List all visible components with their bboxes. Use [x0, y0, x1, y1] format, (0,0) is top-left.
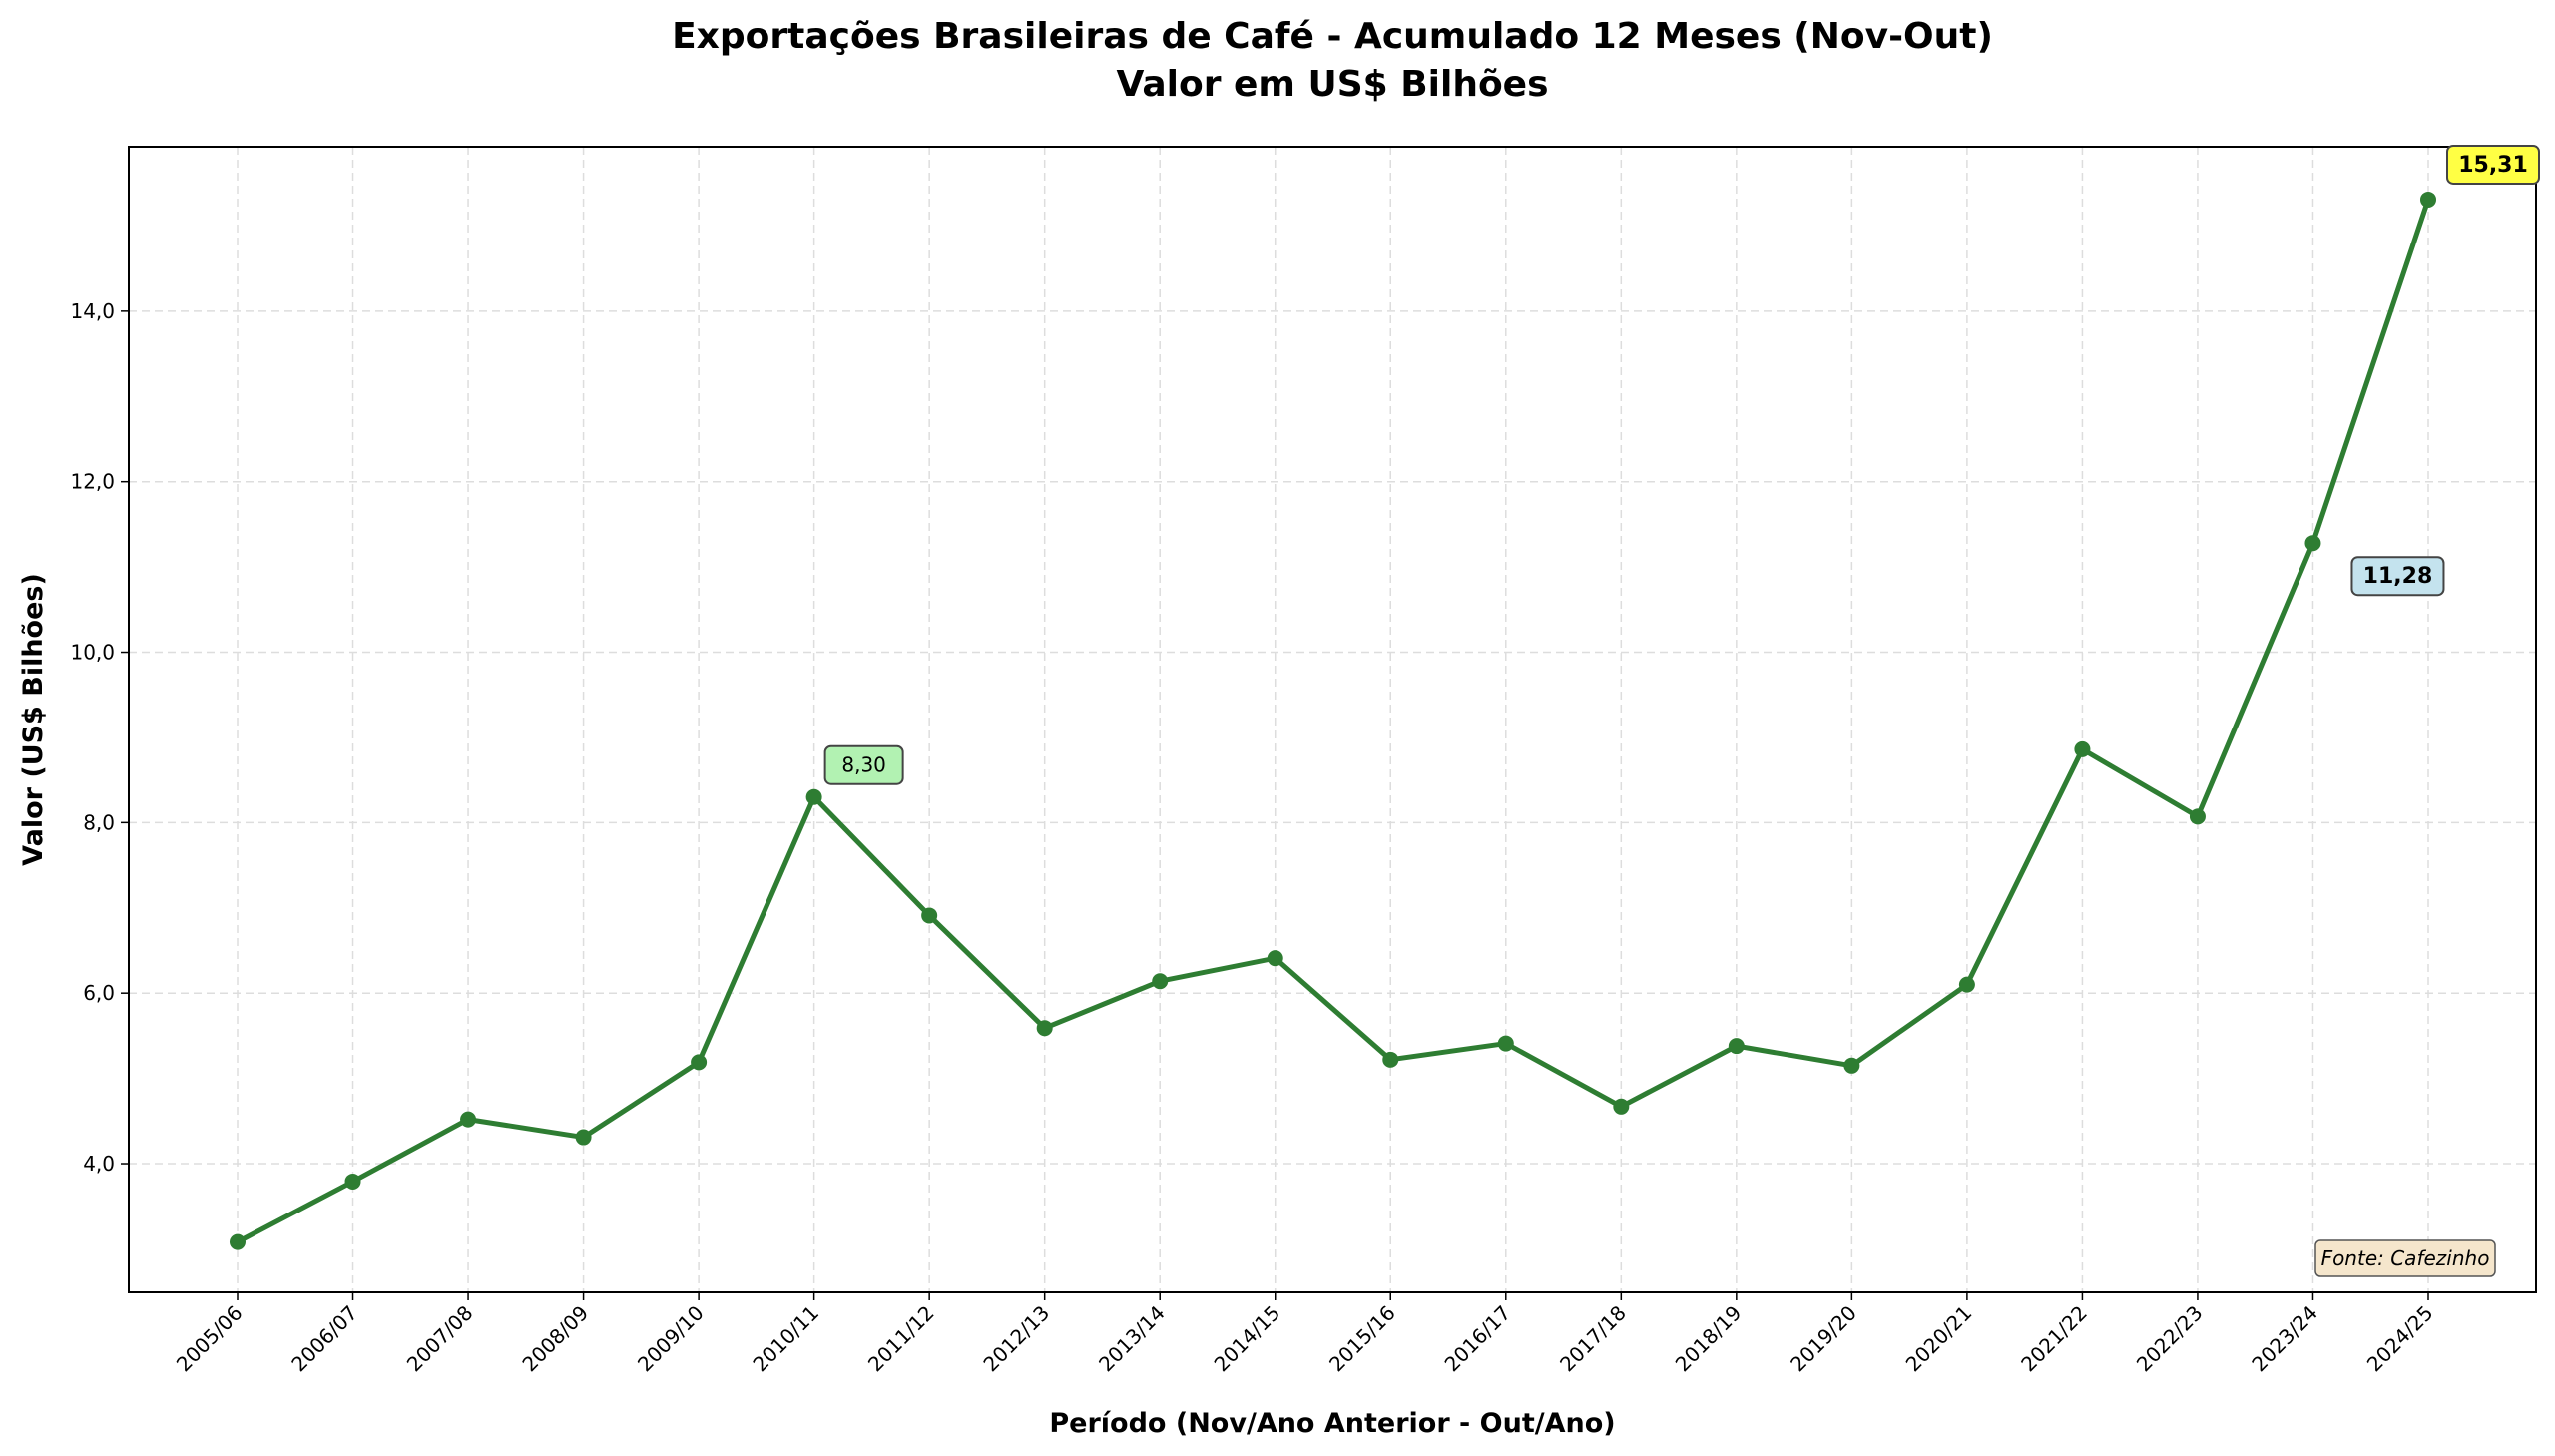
- chart-title: Exportações Brasileiras de Café - Acumul…: [672, 16, 1993, 57]
- x-axis: 2005/06 2006/07 2007/08 2008/09 2009/10 2010/…: [172, 1292, 2438, 1376]
- data-point: [230, 1233, 246, 1250]
- x-tick-label: 2020/21: [1901, 1301, 1977, 1377]
- data-point: [1382, 1051, 1399, 1068]
- data-point: [575, 1129, 592, 1146]
- data-point: [2189, 808, 2206, 825]
- x-tick-label: 2008/09: [517, 1301, 593, 1377]
- annotation-box: [823, 744, 904, 785]
- source-note: Fonte: Cafezinho: [2314, 1239, 2496, 1277]
- annotations: 8,30 11,28 15,31: [823, 144, 2540, 785]
- series-line-group: [230, 191, 2436, 1250]
- x-tick-label: 2018/19: [1671, 1301, 1747, 1377]
- x-tick-label: 2010/11: [748, 1301, 823, 1377]
- x-tick-label: 2011/12: [863, 1301, 939, 1377]
- x-tick-label: 2017/18: [1555, 1301, 1631, 1377]
- data-point: [1152, 973, 1169, 990]
- x-tick-label: 2016/17: [1440, 1301, 1516, 1377]
- x-tick-label: 2006/07: [286, 1301, 362, 1377]
- data-point: [344, 1173, 361, 1190]
- y-tick-label: 6,0: [83, 981, 115, 1005]
- y-tick-label: 4,0: [83, 1152, 115, 1176]
- series-line: [236, 199, 2431, 1244]
- annotation-label: 15,31: [2458, 153, 2528, 178]
- source-note-text: Fonte: Cafezinho: [2321, 1246, 2490, 1270]
- source-note-box: [2314, 1239, 2496, 1277]
- chart-subtitle: Valor em US$ Bilhões: [1116, 64, 1548, 105]
- y-tick-label: 14,0: [70, 299, 115, 323]
- data-point: [2420, 191, 2436, 208]
- y-tick-label: 8,0: [83, 810, 115, 834]
- data-point: [2074, 740, 2091, 757]
- x-tick-label: 2012/13: [978, 1301, 1054, 1377]
- data-point: [1958, 976, 1975, 993]
- x-tick-label: 2005/06: [172, 1301, 248, 1377]
- y-axis-label: Valor (US$ Bilhões): [18, 573, 49, 866]
- y-tick-label: 12,0: [70, 470, 115, 494]
- plot-frame: [128, 146, 2537, 1293]
- data-point: [2304, 535, 2321, 552]
- x-tick-label: 2014/15: [1210, 1301, 1285, 1377]
- x-tick-label: 2023/24: [2247, 1301, 2322, 1377]
- data-point: [1843, 1057, 1860, 1074]
- data-point: [691, 1054, 708, 1071]
- x-tick-label: 2019/20: [1786, 1301, 1861, 1377]
- data-point: [1036, 1020, 1053, 1037]
- data-point: [805, 788, 822, 805]
- data-point: [1728, 1038, 1745, 1055]
- x-tick-label: 2024/25: [2362, 1301, 2438, 1377]
- data-point: [460, 1111, 477, 1128]
- y-axis: 4,0 6,0 8,0 10,0 12,0 14,0: [70, 299, 129, 1176]
- annotation-box: [2446, 144, 2540, 185]
- data-point: [921, 907, 938, 924]
- y-tick-label: 10,0: [70, 641, 115, 665]
- x-tick-label: 2009/10: [633, 1301, 709, 1377]
- annotation-box: [2350, 556, 2445, 597]
- grid: [129, 147, 2536, 1292]
- x-tick-label: 2015/16: [1324, 1301, 1400, 1377]
- x-tick-label: 2022/23: [2132, 1301, 2208, 1377]
- data-point: [1497, 1035, 1514, 1052]
- x-tick-label: 2021/22: [2016, 1301, 2092, 1377]
- annotation-label: 11,28: [2363, 564, 2433, 589]
- data-point: [1613, 1098, 1630, 1115]
- x-tick-label: 2013/14: [1094, 1301, 1170, 1377]
- data-point: [1267, 950, 1283, 967]
- x-axis-label: Período (Nov/Ano Anterior - Out/Ano): [1049, 1408, 1615, 1439]
- x-tick-label: 2007/08: [402, 1301, 478, 1377]
- annotation-label: 8,30: [841, 753, 886, 777]
